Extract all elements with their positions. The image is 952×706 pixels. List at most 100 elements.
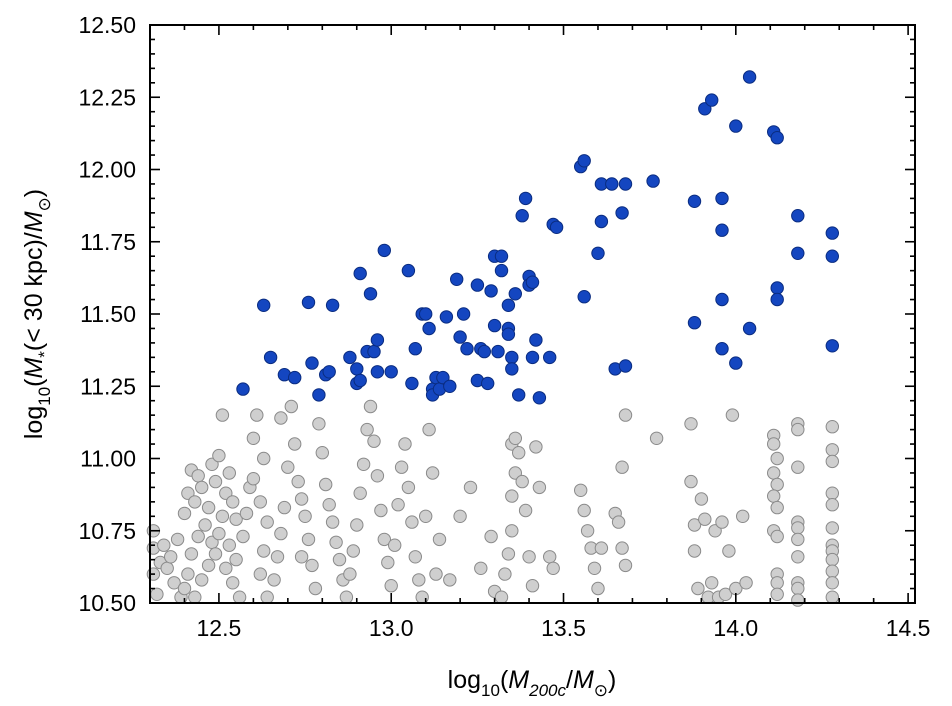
y-tick-label: 11.75 bbox=[80, 229, 136, 255]
y-tick-label: 10.75 bbox=[78, 518, 136, 544]
blue-point bbox=[505, 362, 519, 376]
gray-point bbox=[277, 500, 292, 515]
blue-point bbox=[698, 102, 712, 116]
gray-point bbox=[257, 451, 271, 466]
gray-point bbox=[339, 590, 354, 604]
gray-point bbox=[167, 576, 181, 590]
gray-point bbox=[825, 590, 839, 604]
gray-point bbox=[691, 581, 705, 596]
gray-point bbox=[208, 474, 223, 489]
gray-point bbox=[684, 474, 698, 489]
gray-point bbox=[360, 422, 374, 437]
gray-point bbox=[229, 552, 243, 567]
gray-point bbox=[398, 437, 412, 451]
gray-point bbox=[618, 408, 633, 422]
gray-point bbox=[350, 518, 364, 532]
blue-point bbox=[367, 344, 381, 359]
gray-point bbox=[298, 509, 312, 523]
gray-point bbox=[463, 480, 478, 495]
blue-point bbox=[257, 298, 271, 312]
x-axis-label: log10(M200c/M⊙) bbox=[448, 666, 617, 700]
gray-point bbox=[253, 567, 267, 581]
gray-point bbox=[825, 521, 839, 535]
gray-point bbox=[188, 495, 202, 509]
gray-point bbox=[329, 535, 343, 549]
blue-point bbox=[363, 287, 378, 301]
blue-point bbox=[515, 209, 529, 223]
gray-point bbox=[401, 480, 416, 495]
gray-point bbox=[484, 529, 498, 544]
gray-point bbox=[301, 532, 316, 547]
gray-point bbox=[615, 541, 629, 555]
gray-point bbox=[525, 579, 540, 593]
blue-point bbox=[439, 310, 454, 324]
gray-point bbox=[429, 567, 443, 581]
blue-point bbox=[401, 263, 416, 278]
gray-point bbox=[374, 503, 388, 518]
blue-point bbox=[353, 266, 367, 281]
gray-point bbox=[219, 561, 233, 575]
gray-point bbox=[791, 460, 805, 474]
blue-point bbox=[742, 321, 757, 336]
blue-point bbox=[343, 350, 357, 365]
blue-point bbox=[377, 243, 391, 258]
gray-point bbox=[825, 564, 839, 578]
gray-point bbox=[291, 474, 305, 489]
blue-point bbox=[370, 333, 385, 347]
gray-point bbox=[181, 486, 195, 500]
blue-point bbox=[481, 376, 495, 391]
gray-point bbox=[574, 483, 588, 497]
blue-point bbox=[594, 214, 609, 229]
gray-point bbox=[229, 512, 243, 526]
blue-point bbox=[525, 350, 540, 365]
gray-point bbox=[594, 541, 609, 555]
gray-point bbox=[718, 587, 733, 601]
gray-point bbox=[770, 500, 784, 515]
gray-point bbox=[825, 576, 839, 590]
gray-point bbox=[325, 515, 340, 529]
blue-point bbox=[491, 344, 505, 359]
blue-point bbox=[436, 370, 450, 385]
gray-point bbox=[222, 466, 237, 480]
blue-point bbox=[770, 281, 784, 295]
gray-point bbox=[591, 581, 605, 596]
gray-point bbox=[367, 434, 381, 448]
gray-point bbox=[370, 469, 385, 483]
gray-point bbox=[315, 446, 329, 460]
gray-point bbox=[739, 576, 753, 590]
blue-point bbox=[791, 209, 805, 223]
gray-point bbox=[274, 411, 288, 425]
x-tick-label: 14.0 bbox=[713, 615, 758, 641]
gray-point bbox=[698, 512, 712, 526]
gray-point bbox=[322, 498, 336, 512]
gray-point bbox=[770, 451, 784, 466]
blue-point bbox=[687, 194, 702, 209]
gray-point bbox=[267, 573, 281, 587]
gray-point bbox=[505, 489, 519, 503]
gray-point bbox=[615, 460, 629, 474]
gray-point bbox=[501, 547, 516, 561]
gray-point bbox=[825, 443, 839, 457]
gray-point bbox=[353, 486, 367, 500]
gray-point bbox=[201, 558, 216, 573]
gray-point bbox=[825, 498, 839, 512]
gray-point bbox=[649, 431, 664, 445]
y-axis-label: log10(M*(< 30 kpc)/M⊙) bbox=[20, 189, 54, 439]
gray-point bbox=[791, 593, 805, 607]
gray-point bbox=[391, 498, 405, 512]
gray-point bbox=[160, 561, 174, 575]
gray-point bbox=[722, 544, 736, 558]
blue-point bbox=[487, 318, 502, 333]
gray-point bbox=[212, 526, 226, 541]
blue-point bbox=[494, 249, 509, 263]
gray-point bbox=[363, 399, 378, 414]
blue-point bbox=[384, 365, 398, 379]
gray-point bbox=[260, 590, 274, 604]
gray-point bbox=[222, 538, 237, 552]
blue-point bbox=[477, 344, 491, 359]
gray-point bbox=[394, 460, 409, 474]
blue-point bbox=[512, 388, 526, 402]
gray-point bbox=[518, 503, 533, 518]
gray-point bbox=[239, 506, 254, 521]
blue-point bbox=[470, 278, 485, 292]
